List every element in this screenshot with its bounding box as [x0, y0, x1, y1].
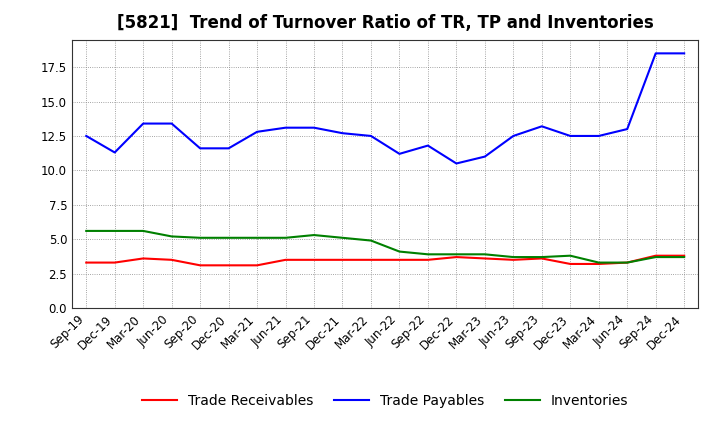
- Inventories: [566, 253, 575, 258]
- Inventories: [652, 254, 660, 260]
- Trade Payables: [452, 161, 461, 166]
- Trade Receivables: [310, 257, 318, 263]
- Inventories: [423, 252, 432, 257]
- Trade Payables: [196, 146, 204, 151]
- Trade Payables: [110, 150, 119, 155]
- Trade Receivables: [196, 263, 204, 268]
- Trade Receivables: [167, 257, 176, 263]
- Trade Receivables: [110, 260, 119, 265]
- Trade Payables: [566, 133, 575, 139]
- Trade Receivables: [423, 257, 432, 263]
- Trade Payables: [623, 126, 631, 132]
- Inventories: [623, 260, 631, 265]
- Trade Receivables: [480, 256, 489, 261]
- Inventories: [225, 235, 233, 240]
- Trade Payables: [595, 133, 603, 139]
- Trade Receivables: [139, 256, 148, 261]
- Trade Payables: [139, 121, 148, 126]
- Trade Receivables: [652, 253, 660, 258]
- Trade Receivables: [509, 257, 518, 263]
- Trade Payables: [480, 154, 489, 159]
- Trade Receivables: [595, 261, 603, 267]
- Inventories: [509, 254, 518, 260]
- Line: Trade Receivables: Trade Receivables: [86, 256, 684, 265]
- Trade Receivables: [225, 263, 233, 268]
- Inventories: [595, 260, 603, 265]
- Trade Payables: [395, 151, 404, 157]
- Inventories: [338, 235, 347, 240]
- Trade Receivables: [253, 263, 261, 268]
- Trade Payables: [537, 124, 546, 129]
- Line: Trade Payables: Trade Payables: [86, 53, 684, 164]
- Trade Receivables: [537, 256, 546, 261]
- Trade Payables: [652, 51, 660, 56]
- Trade Payables: [253, 129, 261, 135]
- Line: Inventories: Inventories: [86, 231, 684, 263]
- Inventories: [282, 235, 290, 240]
- Inventories: [366, 238, 375, 243]
- Trade Payables: [167, 121, 176, 126]
- Inventories: [395, 249, 404, 254]
- Trade Payables: [82, 133, 91, 139]
- Inventories: [310, 232, 318, 238]
- Trade Receivables: [366, 257, 375, 263]
- Trade Payables: [509, 133, 518, 139]
- Trade Receivables: [282, 257, 290, 263]
- Trade Receivables: [82, 260, 91, 265]
- Title: [5821]  Trend of Turnover Ratio of TR, TP and Inventories: [5821] Trend of Turnover Ratio of TR, TP…: [117, 15, 654, 33]
- Trade Receivables: [395, 257, 404, 263]
- Inventories: [139, 228, 148, 234]
- Inventories: [82, 228, 91, 234]
- Trade Payables: [680, 51, 688, 56]
- Legend: Trade Receivables, Trade Payables, Inventories: Trade Receivables, Trade Payables, Inven…: [137, 389, 634, 414]
- Inventories: [680, 254, 688, 260]
- Trade Receivables: [452, 254, 461, 260]
- Inventories: [110, 228, 119, 234]
- Inventories: [480, 252, 489, 257]
- Trade Payables: [282, 125, 290, 130]
- Trade Payables: [310, 125, 318, 130]
- Trade Receivables: [338, 257, 347, 263]
- Inventories: [537, 254, 546, 260]
- Inventories: [167, 234, 176, 239]
- Trade Payables: [423, 143, 432, 148]
- Inventories: [452, 252, 461, 257]
- Trade Payables: [225, 146, 233, 151]
- Trade Receivables: [566, 261, 575, 267]
- Trade Receivables: [680, 253, 688, 258]
- Inventories: [253, 235, 261, 240]
- Inventories: [196, 235, 204, 240]
- Trade Payables: [366, 133, 375, 139]
- Trade Payables: [338, 131, 347, 136]
- Trade Receivables: [623, 260, 631, 265]
